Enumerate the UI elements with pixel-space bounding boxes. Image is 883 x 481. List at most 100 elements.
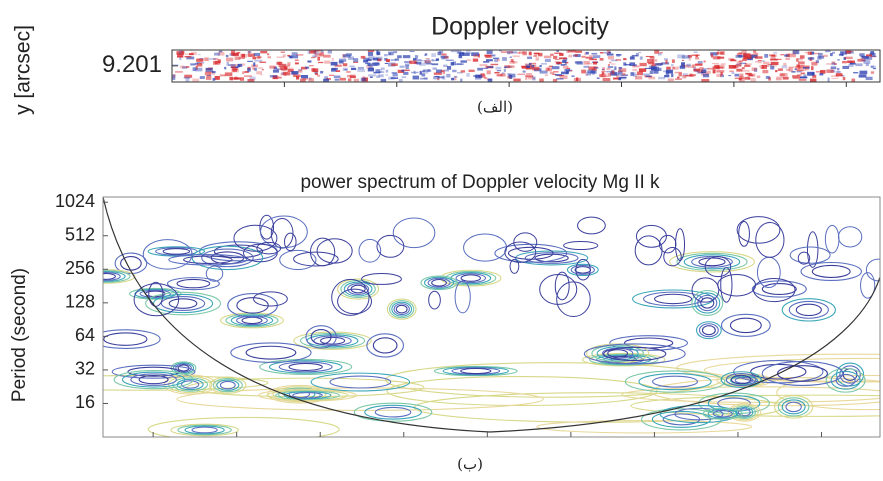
texture (682, 64, 689, 68)
texture (818, 56, 825, 59)
contour (460, 274, 481, 282)
texture (803, 74, 807, 77)
texture (360, 77, 367, 82)
texture (720, 74, 724, 78)
contour (213, 244, 264, 259)
texture (334, 78, 340, 81)
contour (216, 379, 240, 391)
texture (180, 50, 185, 54)
contour (270, 218, 294, 249)
texture (665, 72, 670, 76)
contour (278, 361, 333, 373)
contour (259, 215, 308, 249)
texture (653, 69, 659, 74)
contour (806, 231, 819, 268)
panel-a-title: Doppler velocity (431, 13, 609, 41)
texture (474, 77, 482, 80)
texture (385, 74, 388, 76)
texture (750, 54, 758, 59)
texture (528, 62, 532, 66)
texture (416, 59, 422, 62)
texture (281, 72, 284, 75)
contour (113, 369, 194, 390)
y-tick-label: 9.201 (102, 51, 162, 78)
texture (859, 53, 865, 57)
texture (697, 60, 703, 64)
texture (710, 53, 713, 58)
texture (212, 78, 216, 81)
texture (472, 58, 479, 62)
texture (714, 64, 720, 68)
texture (404, 63, 410, 67)
contour (138, 375, 169, 385)
contour (176, 278, 211, 289)
texture (531, 62, 537, 65)
texture (226, 57, 234, 62)
texture (618, 68, 627, 73)
contour (539, 273, 578, 305)
texture (443, 64, 448, 68)
texture (831, 62, 836, 66)
texture (252, 56, 257, 60)
texture (556, 50, 559, 52)
texture (803, 69, 807, 71)
texture (402, 55, 411, 59)
texture (702, 68, 709, 70)
texture (788, 66, 795, 68)
texture (760, 67, 764, 70)
texture (510, 59, 514, 62)
texture (375, 56, 383, 61)
texture (504, 66, 513, 68)
contour (720, 267, 733, 303)
texture (799, 76, 807, 79)
texture (654, 50, 660, 54)
contour (781, 298, 836, 322)
texture (575, 54, 581, 58)
contour (570, 264, 595, 275)
texture (785, 68, 791, 71)
contour (225, 313, 279, 328)
texture (757, 61, 762, 64)
texture (445, 59, 454, 61)
texture (204, 57, 209, 62)
contour (753, 277, 796, 303)
contour (230, 342, 312, 363)
contour (589, 353, 659, 366)
texture (453, 75, 458, 78)
texture (367, 50, 375, 53)
texture (368, 74, 376, 77)
texture (810, 78, 817, 83)
texture (357, 66, 364, 70)
texture (349, 74, 356, 78)
texture (731, 72, 735, 74)
texture (279, 76, 282, 79)
texture (440, 55, 449, 58)
texture (537, 52, 543, 57)
texture (835, 71, 842, 73)
texture (787, 53, 796, 55)
texture (751, 67, 758, 71)
texture (398, 78, 403, 83)
texture (598, 74, 604, 77)
texture (780, 54, 785, 56)
contour (147, 416, 340, 437)
texture (317, 56, 320, 61)
texture (630, 72, 634, 76)
texture (810, 66, 814, 71)
texture (518, 51, 526, 54)
texture (442, 70, 445, 75)
texture (544, 58, 551, 63)
contour (669, 251, 755, 273)
contour (504, 241, 537, 263)
texture (503, 66, 507, 68)
texture (339, 77, 346, 81)
texture (687, 54, 693, 58)
texture (257, 55, 261, 59)
texture (586, 70, 592, 74)
texture (581, 69, 587, 74)
contour (358, 238, 382, 263)
texture (797, 74, 802, 76)
contour (347, 283, 370, 295)
texture (512, 55, 520, 58)
contour (268, 360, 343, 374)
